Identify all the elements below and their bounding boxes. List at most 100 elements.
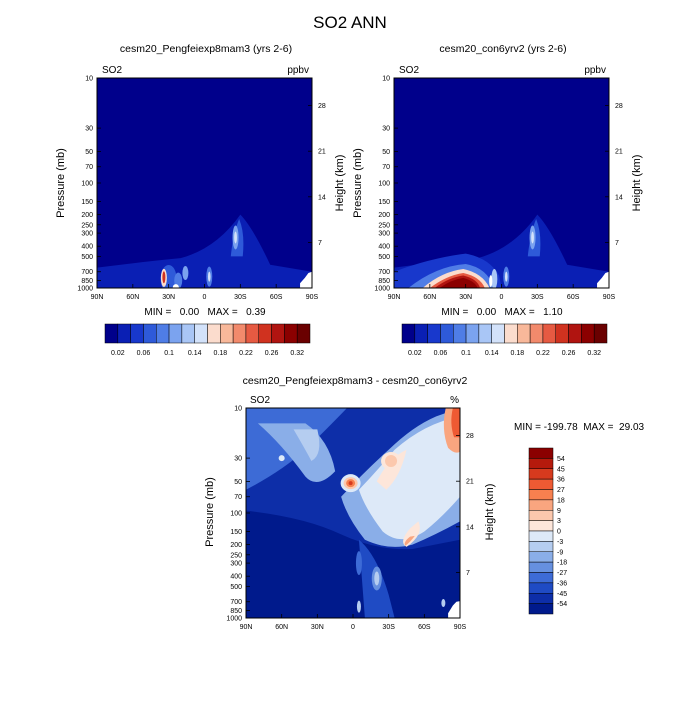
min-max-stats: MIN = 0.00 MAX = 1.10 (441, 307, 563, 318)
x-tick-label: 30N (162, 294, 175, 301)
min-max-stats: MIN = 0.00 MAX = 0.39 (144, 307, 266, 318)
colorbar-swatch (528, 541, 554, 552)
y2-tick-label: 14 (615, 194, 623, 201)
panel-difference: cesm20_Pengfeiexp8mam3 - cesm20_con6yrv2… (204, 375, 645, 631)
y-tick-label: 300 (378, 231, 390, 238)
colorbar-label: 0.22 (239, 350, 253, 357)
contour-fill (172, 284, 179, 288)
panel-title: cesm20_con6yrv2 (yrs 2-6) (439, 43, 566, 55)
y-tick-label: 700 (378, 269, 390, 276)
x-tick-label: 60N (423, 294, 436, 301)
y-tick-label: 500 (230, 584, 242, 591)
colorbar-swatch (117, 323, 131, 344)
y-tick-label: 300 (81, 231, 93, 238)
colorbar-label: 36 (557, 477, 565, 484)
contour-fill (97, 214, 312, 288)
plot-axes: 90N 60N 30N 0 30S 60S 90S 10 30 50 70 100 150 200 250 3… (77, 76, 325, 302)
colorbar-label: 0.26 (562, 350, 576, 357)
y-tick-label: 200 (378, 212, 390, 219)
contour-fill (441, 599, 446, 608)
y-tick-label: 400 (81, 244, 93, 251)
x-tick-label: 90N (240, 624, 253, 631)
colorbar-label: 0.02 (111, 350, 125, 357)
x-tick-label: 30S (531, 294, 544, 301)
contour-fill (385, 455, 398, 468)
y-axis-label: Pressure (mb) (55, 148, 67, 218)
contour-fill (162, 271, 166, 284)
y-tick-label: 250 (81, 222, 93, 229)
colorbar-label: 0.18 (511, 350, 525, 357)
contour-fill (404, 535, 415, 546)
y-tick-label: 250 (378, 222, 390, 229)
contour-fill (293, 429, 320, 462)
contour-fill (182, 266, 189, 281)
topography (597, 271, 609, 288)
y-axis-label: Pressure (mb) (204, 477, 216, 547)
colorbar-label: 0 (557, 529, 561, 536)
y-tick-label: 400 (230, 574, 242, 581)
y2-tick-label: 28 (466, 433, 474, 440)
contour-fill (207, 271, 211, 282)
y2-tick-label: 14 (466, 524, 474, 531)
y2-tick-label: 14 (318, 194, 326, 201)
colorbar-swatch (207, 323, 221, 344)
y-tick-label: 1000 (374, 286, 390, 293)
y2-axis-label: Height (km) (334, 155, 346, 212)
y-tick-label: 10 (85, 76, 93, 83)
colorbar-label: 0.1 (164, 350, 174, 357)
x-tick-label: 30S (382, 624, 395, 631)
y2-tick-label: 7 (615, 240, 619, 247)
colorbar-swatch (491, 323, 505, 344)
colorbar-swatch (555, 323, 569, 344)
min-max-stats: MIN = -199.78 MAX = 29.03 (514, 422, 645, 433)
colorbar-swatch (593, 323, 608, 344)
contour-fill (234, 231, 237, 244)
y-tick-label: 50 (382, 149, 390, 156)
y-tick-label: 150 (378, 199, 390, 206)
colorbar-swatch (528, 572, 554, 584)
colorbar-swatch (528, 458, 554, 469)
colorbar-label: 0.26 (265, 350, 279, 357)
colorbar-swatch (542, 323, 556, 344)
colorbar-label: 0.02 (408, 350, 422, 357)
y-tick-label: 850 (230, 608, 242, 615)
y-tick-label: 500 (378, 254, 390, 261)
colorbar-swatch (181, 323, 195, 344)
units-label: % (450, 395, 459, 406)
colorbar-label: -54 (557, 601, 567, 608)
panel-title: cesm20_Pengfeiexp8mam3 (yrs 2-6) (120, 43, 292, 55)
colorbar-swatch (284, 323, 298, 344)
contour-fill (489, 275, 493, 288)
contour-fill (504, 271, 508, 282)
colorbar-swatch (528, 489, 554, 501)
x-tick-label: 90N (91, 294, 104, 301)
colorbar-swatch (528, 520, 554, 532)
colorbar-label: 0.22 (536, 350, 550, 357)
contour-fill (278, 455, 285, 462)
contour-fill (451, 408, 460, 438)
colorbar-swatch (453, 323, 467, 344)
plot-axes: 90N 60N 30N 0 30S 60S 90S 10 30 50 70 100 150 200 250 3… (374, 76, 622, 302)
colorbar-swatch (194, 323, 208, 344)
contour-fill (246, 510, 460, 618)
colorbar-swatch (271, 323, 285, 344)
colorbar-swatch (528, 499, 554, 511)
contour-fill (356, 600, 361, 613)
y-tick-label: 150 (81, 199, 93, 206)
y-tick-label: 500 (81, 254, 93, 261)
y-tick-label: 1000 (226, 616, 242, 623)
x-tick-label: 60N (126, 294, 139, 301)
contour-fill (531, 231, 534, 244)
colorbar-swatch (245, 323, 259, 344)
colorbar-label: 0.14 (188, 350, 202, 357)
colorbar-label: -3 (557, 539, 563, 546)
x-tick-label: 60S (567, 294, 580, 301)
contour-fill (355, 551, 362, 576)
colorbar-label: 27 (557, 487, 565, 494)
colorbar-label: 45 (557, 466, 565, 473)
colorbar-swatch (220, 323, 234, 344)
contour-fill (358, 416, 460, 540)
x-tick-label: 60S (270, 294, 283, 301)
y2-tick-label: 28 (615, 103, 623, 110)
variable-label: SO2 (102, 65, 122, 76)
